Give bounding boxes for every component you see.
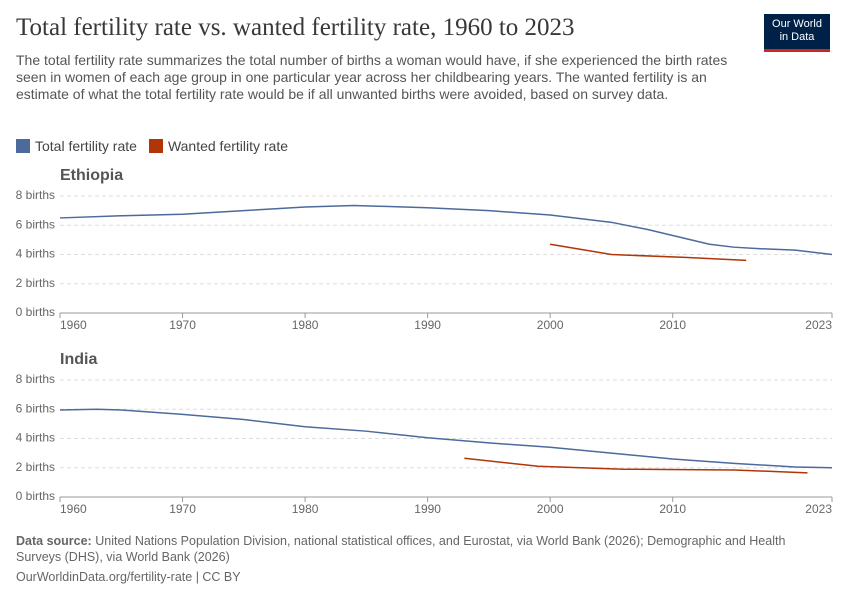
panel-title: Ethiopia [60, 167, 123, 184]
y-tick-label: 8 births [16, 188, 55, 202]
y-tick-label: 2 births [16, 460, 55, 474]
y-tick-label: 6 births [16, 217, 55, 231]
x-tick-label: 1960 [60, 502, 87, 516]
legend: Total fertility rate Wanted fertility rat… [16, 138, 288, 154]
y-tick-label: 0 births [16, 305, 55, 319]
x-tick-label: 1990 [414, 502, 441, 516]
x-tick-label: 1990 [414, 318, 441, 332]
x-tick-label: 2000 [537, 502, 564, 516]
y-tick-label: 2 births [16, 276, 55, 290]
legend-label: Wanted fertility rate [167, 138, 289, 154]
y-tick-label: 6 births [16, 401, 55, 415]
series-line [59, 204, 833, 256]
legend-swatch [16, 139, 30, 153]
x-tick-label: 2023 [805, 502, 832, 516]
series-line [550, 243, 747, 262]
legend-label: Total fertility rate [35, 138, 137, 154]
x-tick-label: 2010 [659, 502, 686, 516]
series-line [464, 457, 808, 474]
logo-line: in Data [779, 31, 815, 43]
subtitle: The total fertility rate summarizes the … [16, 52, 728, 102]
panel-title: India [60, 351, 97, 368]
x-tick-label: 1980 [292, 502, 319, 516]
footer[interactable]: OurWorldinData.org/fertility-rate | CC B… [16, 570, 241, 584]
y-tick-label: 4 births [16, 431, 55, 445]
y-tick-label: 8 births [16, 372, 55, 386]
source-text: United Nations Population Division, nati… [16, 534, 786, 564]
series-line [59, 408, 833, 469]
legend-item[interactable]: Total fertility rate [16, 138, 137, 154]
title: Total fertility rate vs. wanted fertilit… [16, 14, 575, 41]
y-tick-label: 4 births [16, 247, 55, 261]
charts: Ethiopia 0 births 2 births 4 births 6 births… [16, 167, 833, 516]
x-tick-label: 1960 [60, 318, 87, 332]
source-label: Data source: [16, 534, 92, 548]
legend-item[interactable]: Wanted fertility rate [148, 138, 289, 154]
source: Data source: United Nations Population D… [16, 533, 826, 565]
logo[interactable]: Our World in Data [764, 14, 830, 52]
x-tick-label: 1970 [169, 318, 196, 332]
x-tick-label: 1980 [292, 318, 319, 332]
x-tick-label: 2023 [805, 318, 832, 332]
y-tick-label: 0 births [16, 489, 55, 503]
legend-swatch [148, 139, 163, 153]
x-tick-label: 2010 [659, 318, 686, 332]
logo-line: Our World [772, 18, 822, 30]
x-tick-label: 1970 [169, 502, 196, 516]
x-tick-label: 2000 [537, 318, 564, 332]
